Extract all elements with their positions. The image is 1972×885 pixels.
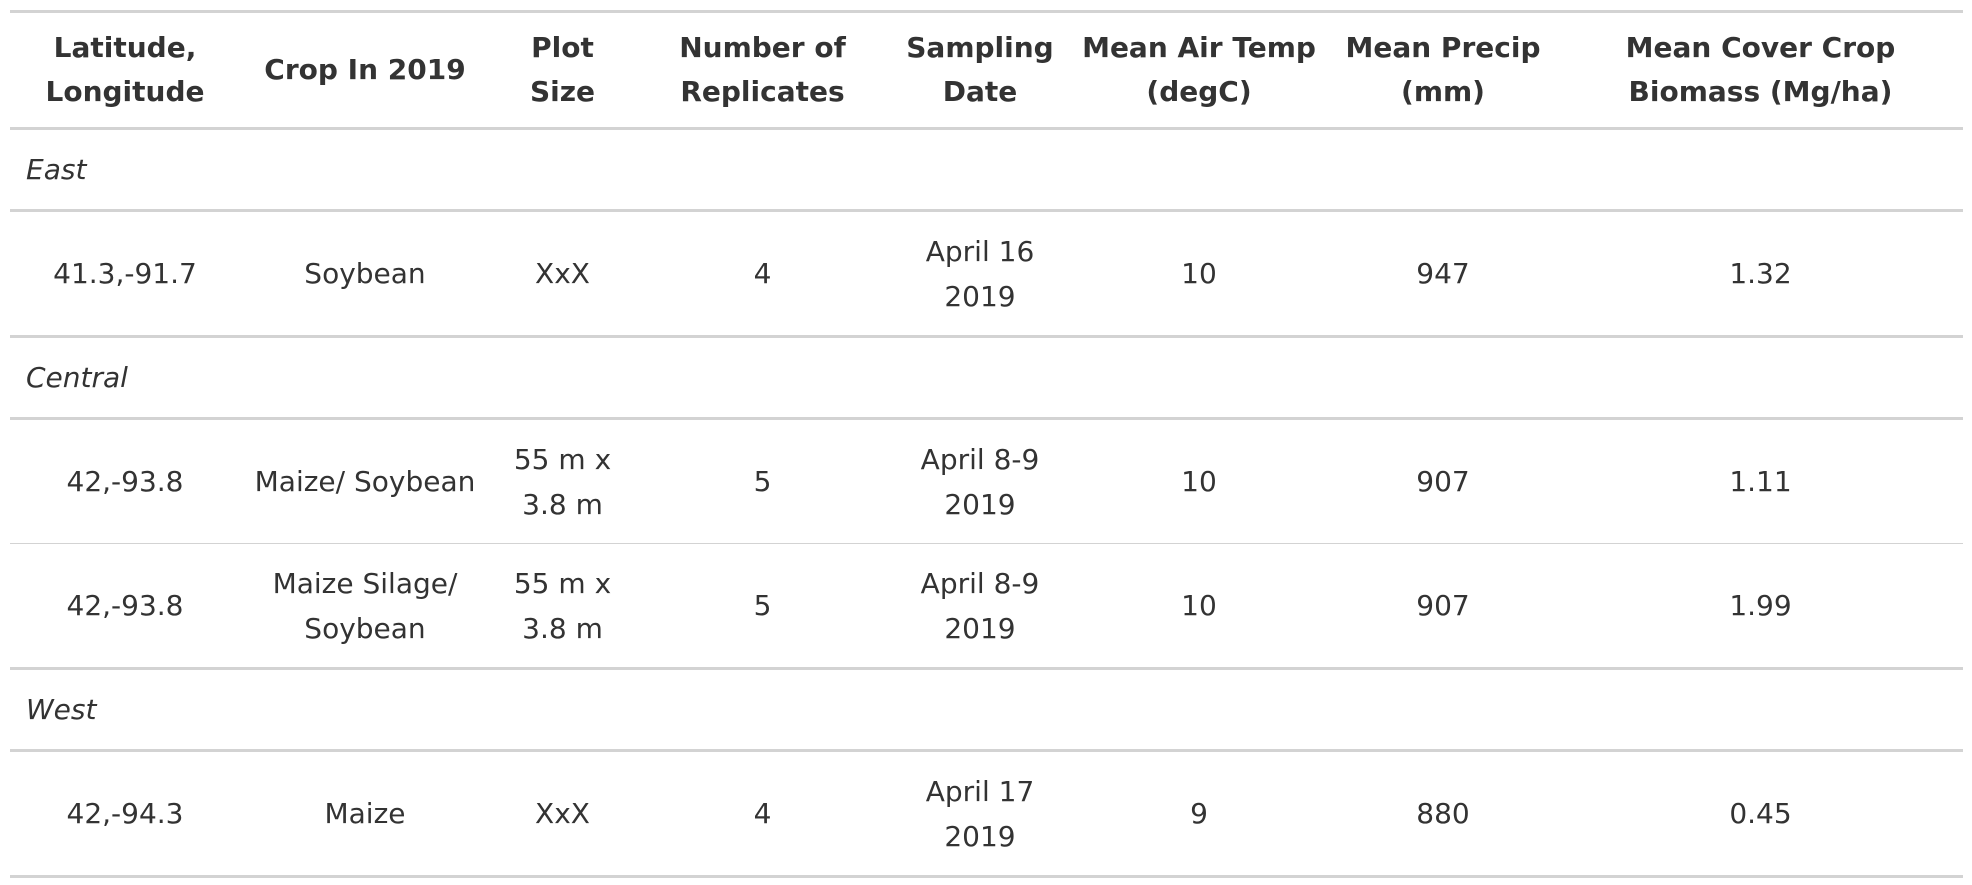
column-header-air-temp: Mean Air Temp (degC) [1082, 31, 1316, 108]
cell-air-temp: 9 [1190, 797, 1208, 830]
cell-lat-long: 42,-94.3 [66, 797, 184, 830]
header-row: Latitude, Longitude Crop In 2019 Plot Si… [10, 11, 1963, 129]
cell-precip: 880 [1416, 797, 1470, 830]
cell-plot-size: 55 m x 3.8 m [513, 442, 612, 521]
data-table-container: Latitude, Longitude Crop In 2019 Plot Si… [10, 10, 1963, 878]
cell-crop: Maize/ Soybean [254, 465, 476, 498]
column-header-plot-size: Plot Size [529, 31, 596, 108]
cell-air-temp: 10 [1181, 257, 1217, 290]
column-header-sampling-date: Sampling Date [906, 31, 1054, 108]
cell-biomass: 1.32 [1729, 257, 1792, 290]
group-label: Central [10, 336, 1963, 420]
column-header-biomass: Mean Cover Crop Biomass (Mg/ha) [1625, 31, 1896, 108]
column-header-crop: Crop In 2019 [264, 53, 466, 86]
cell-lat-long: 42,-93.8 [66, 465, 184, 498]
group-label: West [10, 668, 1963, 752]
cell-replicates: 5 [753, 589, 772, 622]
group-row-east: East [10, 128, 1963, 212]
cell-replicates: 5 [753, 465, 772, 498]
cell-air-temp: 10 [1181, 589, 1217, 622]
cell-lat-long: 42,-93.8 [66, 589, 184, 622]
cell-biomass: 1.99 [1729, 589, 1792, 622]
cell-replicates: 4 [753, 797, 772, 830]
group-label: East [10, 128, 1963, 212]
cell-crop: Maize Silage/ Soybean [272, 566, 458, 645]
cell-sampling-date: April 16 2019 [925, 234, 1035, 313]
table-row: 42,-93.8 Maize/ Soybean 55 m x 3.8 m 5 A… [10, 419, 1963, 544]
column-header-replicates: Number of Replicates [679, 31, 846, 108]
cell-sampling-date: April 17 2019 [925, 774, 1035, 853]
column-header-lat-long: Latitude, Longitude [45, 31, 205, 108]
data-table: Latitude, Longitude Crop In 2019 Plot Si… [10, 10, 1963, 878]
cell-biomass: 1.11 [1729, 465, 1792, 498]
cell-biomass: 0.45 [1729, 797, 1792, 830]
cell-precip: 907 [1416, 465, 1470, 498]
cell-sampling-date: April 8-9 2019 [920, 566, 1040, 645]
cell-plot-size: XxX [535, 797, 590, 830]
cell-replicates: 4 [753, 257, 772, 290]
cell-plot-size: XxX [535, 257, 590, 290]
table-row: 42,-94.3 Maize XxX 4 April 17 2019 9 880… [10, 751, 1963, 877]
cell-plot-size: 55 m x 3.8 m [513, 566, 612, 645]
cell-precip: 907 [1416, 589, 1470, 622]
cell-crop: Soybean [304, 257, 426, 290]
group-row-central: Central [10, 336, 1963, 420]
cell-sampling-date: April 8-9 2019 [920, 442, 1040, 521]
group-row-west: West [10, 668, 1963, 752]
cell-lat-long: 41.3,-91.7 [53, 257, 197, 290]
column-header-precip: Mean Precip (mm) [1345, 31, 1541, 108]
cell-air-temp: 10 [1181, 465, 1217, 498]
table-row: 42,-93.8 Maize Silage/ Soybean 55 m x 3.… [10, 544, 1963, 669]
cell-precip: 947 [1416, 257, 1470, 290]
table-row: 41.3,-91.7 Soybean XxX 4 April 16 2019 1… [10, 211, 1963, 337]
cell-crop: Maize [324, 797, 406, 830]
